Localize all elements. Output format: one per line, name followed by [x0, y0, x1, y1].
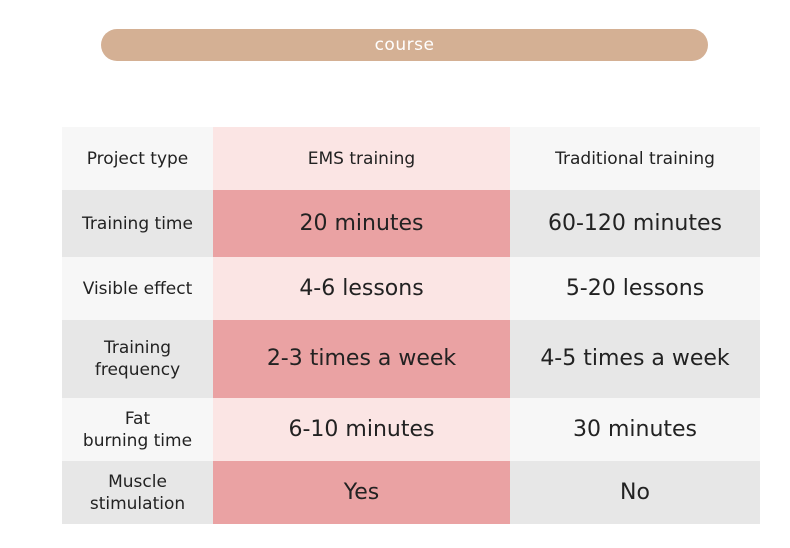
- header-cell: Project type: [62, 127, 213, 190]
- cell-text: 60-120 minutes: [548, 210, 722, 236]
- table-cell: 30 minutes: [510, 398, 760, 461]
- row-label: Fat burning time: [62, 398, 213, 461]
- cell-text: Project type: [86, 148, 189, 169]
- cell-text: EMS training: [307, 148, 416, 169]
- table-cell: 60-120 minutes: [510, 190, 760, 257]
- cell-text: 2-3 times a week: [266, 346, 457, 371]
- cell-text: Training time: [82, 213, 193, 234]
- header-cell: EMS training: [213, 127, 510, 190]
- table-row: Fat burning time 6-10 minutes 30 minutes: [62, 398, 760, 461]
- cell-text: 4-6 lessons: [299, 275, 424, 301]
- title-pill: course: [101, 29, 708, 61]
- cell-text: Muscle: [108, 471, 167, 492]
- cell-text: Fat: [124, 408, 151, 429]
- table-row: Training time 20 minutes 60-120 minutes: [62, 190, 760, 257]
- table-cell: 2-3 times a week: [213, 320, 510, 398]
- row-label: Muscle stimulation: [62, 461, 213, 524]
- cell-text: stimulation: [89, 493, 186, 514]
- table-cell: 6-10 minutes: [213, 398, 510, 461]
- cell-text: burning time: [82, 430, 193, 451]
- cell-text: 30 minutes: [572, 416, 698, 442]
- cell-text: No: [620, 479, 650, 505]
- cell-text: 20 minutes: [299, 210, 424, 236]
- table-row: Training frequency 2-3 times a week 4-5 tim…: [62, 320, 760, 398]
- row-label: Visible effect: [62, 257, 213, 320]
- cell-text: Training: [103, 338, 172, 358]
- cell-text: 4-5 times a week: [540, 346, 730, 371]
- table-cell: 4-6 lessons: [213, 257, 510, 320]
- cell-text: Traditional training: [555, 148, 715, 169]
- table-cell: Yes: [213, 461, 510, 524]
- table-cell: 5-20 lessons: [510, 257, 760, 320]
- comparison-table: Project type EMS training Traditional trai…: [62, 127, 760, 524]
- row-label: Training time: [62, 190, 213, 257]
- header-cell: Traditional training: [510, 127, 760, 190]
- row-label: Training frequency: [62, 320, 213, 398]
- title: course: [374, 35, 435, 55]
- table-row: Visible effect 4-6 lessons 5-20 lessons: [62, 257, 760, 320]
- cell-text: Visible effect: [82, 278, 193, 299]
- table-cell: 4-5 times a week: [510, 320, 760, 398]
- table-row: Muscle stimulation Yes No: [62, 461, 760, 524]
- table-cell: No: [510, 461, 760, 524]
- cell-text: 5-20 lessons: [565, 275, 705, 301]
- cell-text: 6-10 minutes: [288, 416, 435, 442]
- table-cell: 20 minutes: [213, 190, 510, 257]
- header-row: Project type EMS training Traditional trai…: [62, 127, 760, 190]
- cell-text: frequency: [94, 360, 181, 380]
- cell-text: Yes: [343, 479, 380, 505]
